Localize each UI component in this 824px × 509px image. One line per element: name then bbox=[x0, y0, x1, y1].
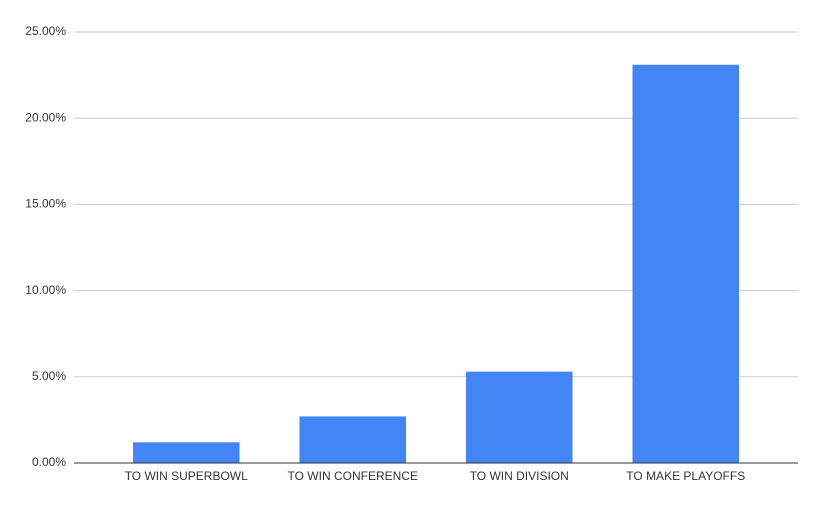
x-tick-label: TO WIN SUPERBOWL bbox=[125, 469, 248, 483]
y-tick-label: 20.00% bbox=[25, 110, 66, 124]
y-tick-label: 15.00% bbox=[25, 197, 66, 211]
bar bbox=[132, 442, 240, 463]
bar bbox=[465, 371, 573, 463]
y-tick-label: 25.00% bbox=[25, 24, 66, 38]
x-tick-label: TO MAKE PLAYOFFS bbox=[626, 469, 745, 483]
y-tick-label: 0.00% bbox=[32, 455, 66, 469]
bar bbox=[632, 64, 740, 464]
y-tick-label: 10.00% bbox=[25, 283, 66, 297]
x-tick-label: TO WIN DIVISION bbox=[470, 469, 569, 483]
y-tick-label: 5.00% bbox=[32, 369, 66, 383]
bar bbox=[299, 416, 407, 463]
x-tick-label: TO WIN CONFERENCE bbox=[288, 469, 418, 483]
